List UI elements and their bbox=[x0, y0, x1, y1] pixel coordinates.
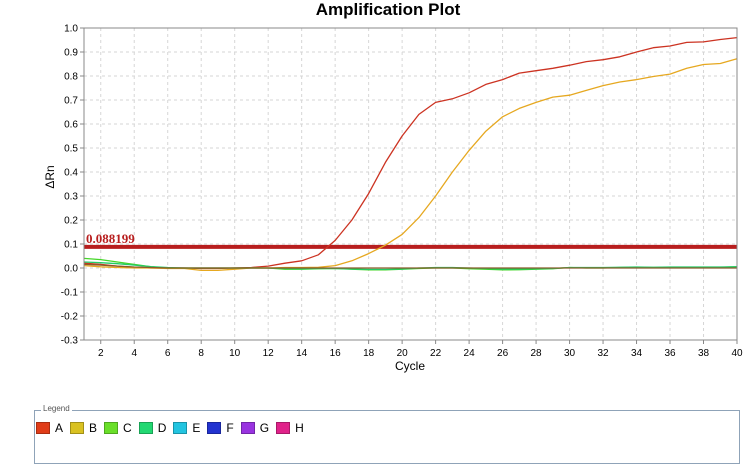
y-tick-label: 0.4 bbox=[64, 168, 78, 179]
legend-swatch bbox=[104, 422, 119, 434]
x-tick-label: 34 bbox=[631, 348, 643, 359]
legend-title: Legend bbox=[41, 404, 72, 413]
x-tick-label: 24 bbox=[464, 348, 476, 359]
grid bbox=[84, 27, 738, 341]
x-tick-label: 2 bbox=[98, 348, 104, 359]
series-line-1 bbox=[83, 58, 738, 272]
legend-swatch bbox=[70, 422, 85, 434]
x-tick-label: 10 bbox=[229, 348, 241, 359]
y-tick-label: -0.2 bbox=[61, 312, 79, 323]
legend-label: H bbox=[295, 421, 304, 435]
legend-items: A B C D E F G H bbox=[36, 421, 311, 435]
legend-item-b[interactable]: B bbox=[70, 421, 97, 435]
legend-item-c[interactable]: C bbox=[104, 421, 132, 435]
y-tick-label: -0.3 bbox=[61, 336, 79, 347]
y-tick-label: 1.0 bbox=[64, 24, 78, 35]
legend-swatch bbox=[276, 422, 291, 434]
legend-item-e[interactable]: E bbox=[173, 421, 200, 435]
legend-swatch bbox=[138, 422, 153, 434]
x-tick-label: 30 bbox=[564, 348, 576, 359]
x-tick-label: 4 bbox=[131, 348, 137, 359]
y-tick-label: 0.3 bbox=[64, 192, 78, 203]
chart-title: Amplification Plot bbox=[316, 0, 461, 19]
x-axis-ticks: 2 4 6 8 10 12 14 16 18 20 22 24 26 28 30 32 34 36 38 40 bbox=[98, 340, 743, 359]
legend-item-d[interactable]: D bbox=[138, 421, 167, 435]
x-tick-label: 18 bbox=[363, 348, 375, 359]
legend-swatch bbox=[240, 422, 255, 434]
x-tick-label: 32 bbox=[597, 348, 609, 359]
legend-label: E bbox=[192, 421, 201, 435]
x-tick-label: 36 bbox=[664, 348, 676, 359]
legend-item-f[interactable]: F bbox=[207, 421, 234, 435]
x-tick-label: 14 bbox=[296, 348, 308, 359]
legend-panel: Legend A B C D E F G H bbox=[34, 404, 740, 464]
x-tick-label: 8 bbox=[198, 348, 204, 359]
legend-swatch bbox=[207, 422, 222, 434]
x-tick-label: 26 bbox=[497, 348, 509, 359]
x-tick-label: 38 bbox=[698, 348, 710, 359]
threshold-group: 0.088199 bbox=[84, 231, 737, 249]
series-lines bbox=[83, 36, 738, 272]
y-tick-label: -0.1 bbox=[61, 288, 79, 299]
y-tick-label: 0.0 bbox=[64, 264, 78, 275]
legend-item-a[interactable]: A bbox=[36, 421, 63, 435]
y-tick-label: 0.1 bbox=[64, 240, 78, 251]
x-tick-label: 28 bbox=[531, 348, 543, 359]
x-axis-label: Cycle bbox=[395, 359, 425, 373]
legend-swatch bbox=[36, 422, 50, 434]
legend-label: A bbox=[55, 421, 64, 435]
y-tick-label: 0.7 bbox=[64, 96, 78, 107]
y-axis-label: ΔRn bbox=[43, 165, 57, 188]
legend-label: D bbox=[157, 421, 167, 435]
y-tick-label: 0.5 bbox=[64, 144, 78, 155]
y-tick-label: 0.6 bbox=[64, 120, 78, 131]
x-tick-label: 22 bbox=[430, 348, 442, 359]
legend-swatch bbox=[173, 422, 188, 434]
x-tick-label: 16 bbox=[330, 348, 342, 359]
threshold-label: 0.088199 bbox=[86, 231, 135, 246]
legend-item-g[interactable]: G bbox=[240, 421, 270, 435]
amplification-plot: Amplification Plot 0.088199 1.0 0.9 0.8 0.7… bbox=[43, 0, 743, 373]
y-tick-label: 0.8 bbox=[64, 72, 78, 83]
x-tick-label: 40 bbox=[731, 348, 743, 359]
plot-frame bbox=[83, 27, 738, 341]
y-tick-label: 0.2 bbox=[64, 216, 78, 227]
legend-label: B bbox=[89, 421, 98, 435]
x-tick-label: 12 bbox=[263, 348, 275, 359]
x-tick-label: 6 bbox=[165, 348, 171, 359]
y-axis-ticks: 1.0 0.9 0.8 0.7 0.6 0.5 0.4 0.3 0.2 0.1 0.0 -0.1 -0.… bbox=[61, 24, 84, 347]
series-line-0 bbox=[83, 36, 738, 270]
x-tick-label: 20 bbox=[397, 348, 409, 359]
y-tick-label: 0.9 bbox=[64, 48, 78, 59]
series-line-4 bbox=[83, 263, 737, 269]
legend-label: G bbox=[259, 421, 270, 435]
legend-label: C bbox=[123, 421, 132, 435]
legend-label: F bbox=[226, 421, 234, 435]
legend-item-h[interactable]: H bbox=[276, 421, 304, 435]
